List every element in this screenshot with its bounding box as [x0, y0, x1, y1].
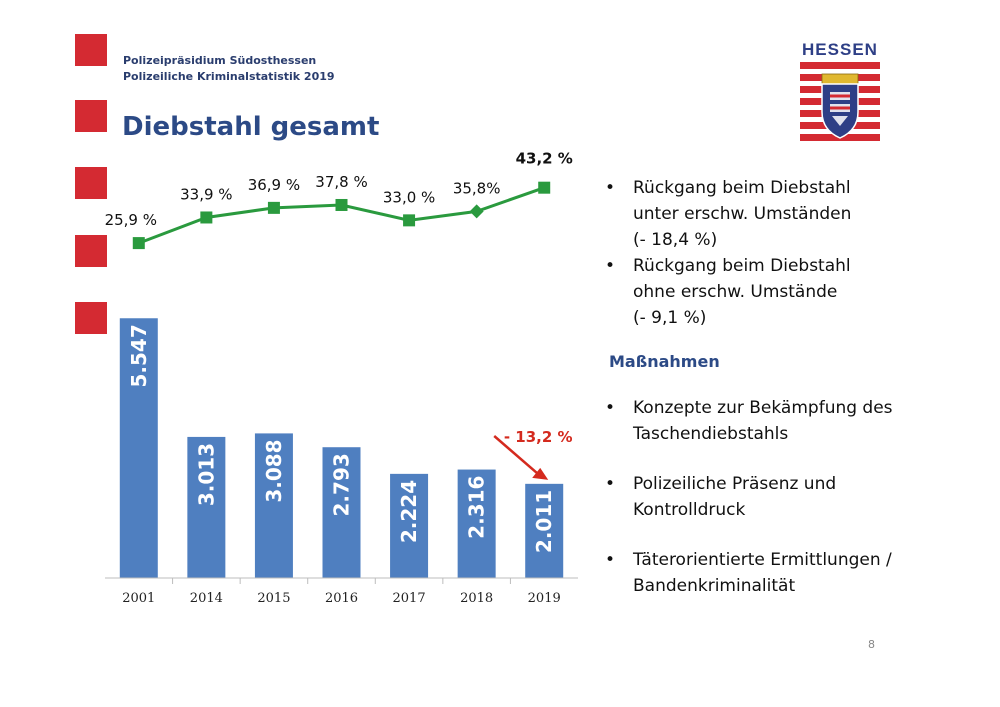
bullet-top-line: Rückgang beim Diebstahl	[633, 178, 851, 198]
bullet-top-line: ohne erschw. Umstände	[633, 282, 838, 302]
x-tick-label-2016: 2016	[325, 591, 358, 606]
bar-value-label-2015: 3.088	[262, 439, 286, 502]
measure-line: Kontrolldruck	[633, 500, 746, 520]
bullet-top-item: • Rückgang beim Diebstahl unter erschw. Um…	[605, 175, 851, 253]
bar-value-label-2016: 2.793	[330, 453, 354, 516]
bullet-top-line: unter erschw. Umständen	[633, 204, 852, 224]
bar-2015	[254, 433, 293, 578]
line-marker-2014	[200, 211, 213, 224]
measure-item: • Konzepte zur Bekämpfung des Taschendiebs…	[605, 395, 893, 447]
bar-value-label-2019: 2.011	[532, 490, 556, 553]
measures-heading: Maßnahmen	[609, 352, 720, 371]
bullet-dot: •	[605, 474, 616, 494]
bullet-top-line: (- 18,4 %)	[633, 230, 718, 250]
line-value-label-2016: 37,8 %	[315, 173, 367, 191]
logo-text: HESSEN	[802, 40, 878, 59]
x-tick-label-2019: 2019	[528, 591, 561, 606]
measure-line: Bandenkriminalität	[633, 576, 796, 596]
bar-2017	[390, 473, 429, 578]
line-marker-2019	[538, 181, 551, 194]
decor-square-2	[75, 100, 107, 132]
decor-square-4	[75, 235, 107, 267]
hessen-logo: HESSEN	[800, 40, 880, 148]
bar-2019	[525, 483, 564, 578]
bullet-top-line: Rückgang beim Diebstahl	[633, 256, 851, 276]
line-marker-2018	[469, 204, 484, 219]
bullet-dot: •	[605, 550, 616, 570]
bar-value-label-2017: 2.224	[397, 480, 421, 543]
line-marker-2016	[335, 198, 348, 211]
measures-list: • Konzepte zur Bekämpfung des Taschendiebs…	[605, 395, 893, 599]
line-value-label-2014: 33,9 %	[180, 185, 232, 203]
bullet-top-item: • Rückgang beim Diebstahl ohne erschw. Ums…	[605, 253, 851, 331]
bar-2014	[187, 436, 226, 578]
bar-value-label-2014: 3.013	[194, 443, 218, 506]
bullet-dot: •	[605, 398, 616, 418]
bullet-dot: •	[605, 256, 616, 276]
theft-chart: 5.547 3.013 3.088 2.793 2.224 2.316 2.011 2001…	[105, 150, 578, 606]
line-value-label-2001: 25,9 %	[105, 211, 157, 229]
page-title: Diebstahl gesamt	[122, 112, 380, 142]
line-marker-2001	[132, 237, 145, 250]
line-value-label-2019: 43,2 %	[516, 150, 573, 168]
change-arrow-head	[532, 467, 549, 480]
decor-square-5	[75, 302, 107, 334]
x-tick-label-2001: 2001	[122, 591, 155, 606]
measure-line: Polizeiliche Präsenz und	[633, 474, 837, 494]
measure-item: • Polizeiliche Präsenz und Kontrolldruck	[605, 471, 893, 523]
decor-square-3	[75, 167, 107, 199]
bullet-dot: •	[605, 178, 616, 198]
line-value-label-2018: 35,8%	[453, 179, 501, 197]
x-tick-label-2015: 2015	[257, 591, 290, 606]
line-value-label-2015: 36,9 %	[248, 176, 300, 194]
measure-line: Taschendiebstahls	[633, 424, 789, 444]
x-tick-label-2018: 2018	[460, 591, 493, 606]
bar-2016	[322, 447, 361, 578]
bar-value-label-2001: 5.547	[127, 324, 151, 387]
bullets-top-list: • Rückgang beim Diebstahl unter erschw. Um…	[605, 175, 851, 331]
bar-2018	[457, 469, 496, 578]
measure-line: Täterorientierte Ermittlungen /	[633, 550, 892, 570]
line-value-label-2017: 33,0 %	[383, 188, 435, 206]
header-org: Polizeipräsidium Südosthessen	[123, 54, 317, 67]
change-arrow-shaft	[493, 435, 542, 477]
line-marker-2017	[403, 214, 416, 227]
change-annotation: - 13,2 %	[504, 428, 573, 446]
bar-2001	[119, 318, 158, 578]
line-marker-2015	[267, 201, 280, 214]
measure-line: Konzepte zur Bekämpfung des	[633, 398, 893, 418]
measure-item: • Täterorientierte Ermittlungen / Bandenkr…	[605, 547, 893, 599]
x-tick-label-2017: 2017	[393, 591, 426, 606]
x-tick-label-2014: 2014	[190, 591, 223, 606]
decor-square-1	[75, 34, 107, 66]
bar-value-label-2018: 2.316	[465, 476, 489, 539]
header-subtitle: Polizeiliche Kriminalstatistik 2019	[123, 70, 335, 83]
hessen-coat-of-arms-icon	[800, 62, 880, 141]
page-number: 8	[868, 638, 875, 651]
bullet-top-line: (- 9,1 %)	[633, 308, 707, 328]
